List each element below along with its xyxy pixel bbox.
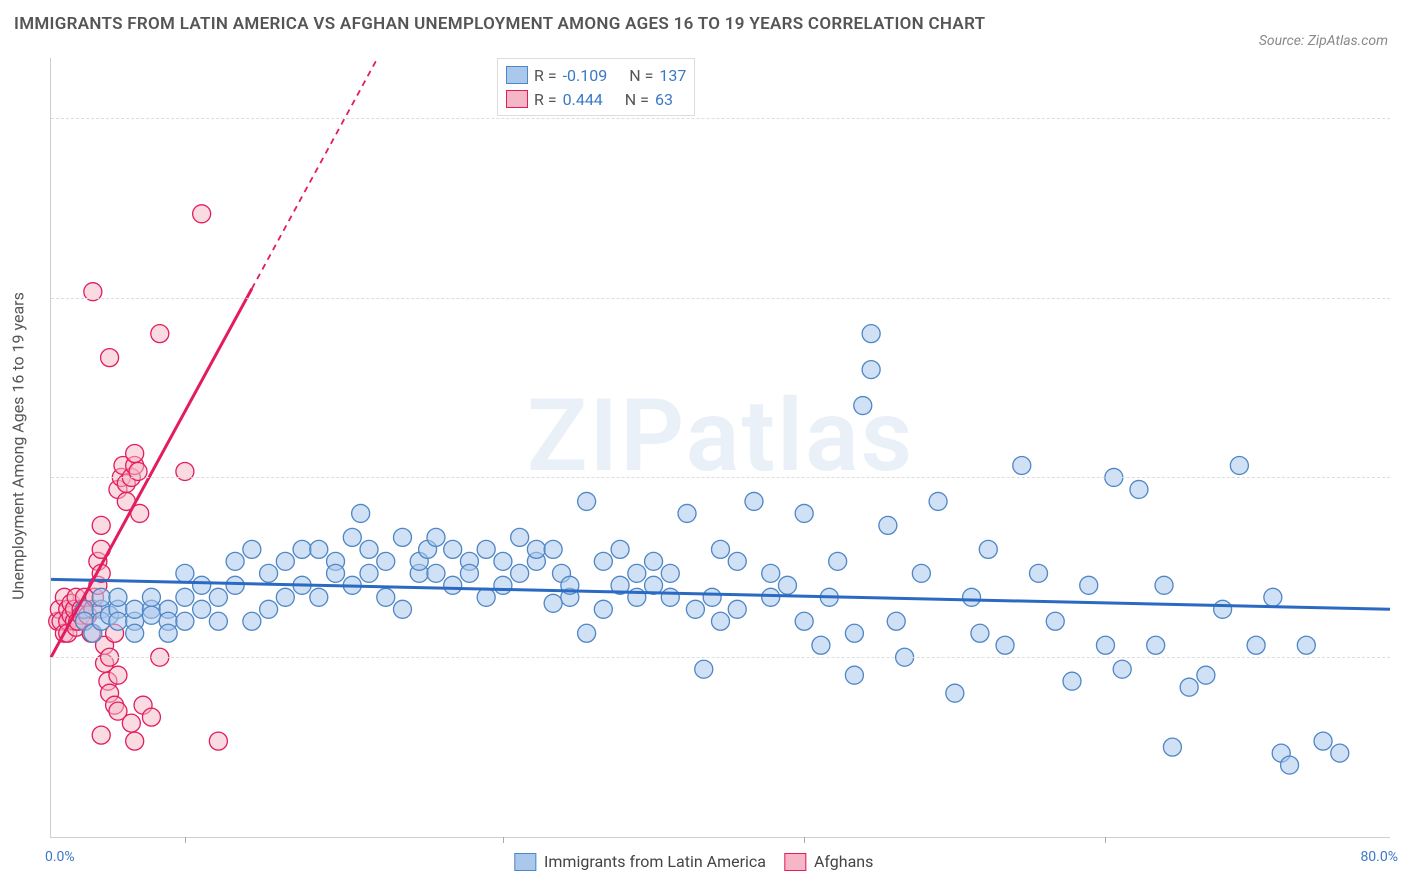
legend-series-label: Immigrants from Latin America (544, 852, 766, 871)
legend-swatch-blue (514, 853, 536, 871)
legend-n-label: N = (625, 90, 649, 109)
legend-series-label: Afghans (814, 852, 873, 871)
legend-n-value: 137 (659, 66, 686, 85)
gridline-horizontal (51, 657, 1390, 658)
legend-swatch-pink (506, 90, 528, 108)
legend-series-item: Immigrants from Latin America (514, 852, 766, 871)
x-axis-min-label: 0.0% (45, 849, 75, 865)
x-axis-max-label: 80.0% (1360, 849, 1398, 865)
scatter-svg (51, 58, 1390, 837)
chart-container: IMMIGRANTS FROM LATIN AMERICA VS AFGHAN … (0, 0, 1406, 892)
gridline-horizontal (51, 298, 1390, 299)
legend-n-label: N = (629, 66, 653, 85)
x-axis-tick (804, 837, 805, 843)
legend-n-value: 63 (655, 90, 673, 109)
legend-r-label: R = (534, 90, 557, 109)
plot-area: ZIPatlas R = -0.109 N = 137 R = 0.444 N … (50, 58, 1390, 838)
x-axis-tick (1105, 837, 1106, 843)
chart-title: IMMIGRANTS FROM LATIN AMERICA VS AFGHAN … (14, 14, 985, 34)
legend-series-box: Immigrants from Latin America Afghans (514, 852, 873, 871)
x-axis-tick (185, 837, 186, 843)
legend-stats-row: R = -0.109 N = 137 (506, 63, 686, 87)
legend-r-value: -0.109 (563, 66, 608, 85)
legend-swatch-blue (506, 66, 528, 84)
gridline-horizontal (51, 477, 1390, 478)
y-axis-title: Unemployment Among Ages 16 to 19 years (9, 292, 28, 600)
legend-stats-row: R = 0.444 N = 63 (506, 87, 686, 111)
legend-series-item: Afghans (784, 852, 873, 871)
legend-swatch-pink (784, 853, 806, 871)
legend-r-value: 0.444 (563, 90, 603, 109)
legend-stats-box: R = -0.109 N = 137 R = 0.444 N = 63 (497, 58, 695, 116)
gridline-horizontal (51, 118, 1390, 119)
source-label: Source: ZipAtlas.com (1259, 33, 1388, 49)
x-axis-tick (503, 837, 504, 843)
legend-r-label: R = (534, 66, 557, 85)
